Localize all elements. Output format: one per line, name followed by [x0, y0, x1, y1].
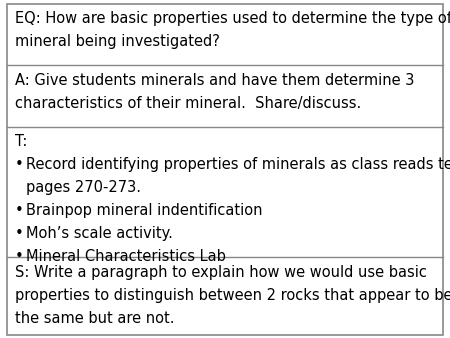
Text: characteristics of their mineral.  Share/discuss.: characteristics of their mineral. Share/… [15, 96, 361, 111]
Text: mineral being investigated?: mineral being investigated? [15, 34, 220, 49]
Text: •: • [15, 157, 23, 172]
Text: the same but are not.: the same but are not. [15, 311, 174, 326]
Text: •: • [15, 249, 23, 264]
Text: •: • [15, 203, 23, 218]
Text: Mineral Characteristics Lab: Mineral Characteristics Lab [26, 249, 226, 264]
Text: •: • [15, 226, 23, 241]
Text: S: Write a paragraph to explain how we would use basic: S: Write a paragraph to explain how we w… [15, 265, 427, 280]
Text: Brainpop mineral indentification: Brainpop mineral indentification [26, 203, 263, 218]
Text: EQ: How are basic properties used to determine the type of: EQ: How are basic properties used to det… [15, 11, 450, 26]
Text: T:: T: [15, 134, 27, 149]
Text: A: Give students minerals and have them determine 3: A: Give students minerals and have them … [15, 73, 414, 88]
Text: Moh’s scale activity.: Moh’s scale activity. [26, 226, 173, 241]
Text: Record identifying properties of minerals as class reads text: Record identifying properties of mineral… [26, 157, 450, 172]
Text: pages 270-273.: pages 270-273. [26, 180, 141, 195]
Text: properties to distinguish between 2 rocks that appear to be: properties to distinguish between 2 rock… [15, 288, 450, 303]
